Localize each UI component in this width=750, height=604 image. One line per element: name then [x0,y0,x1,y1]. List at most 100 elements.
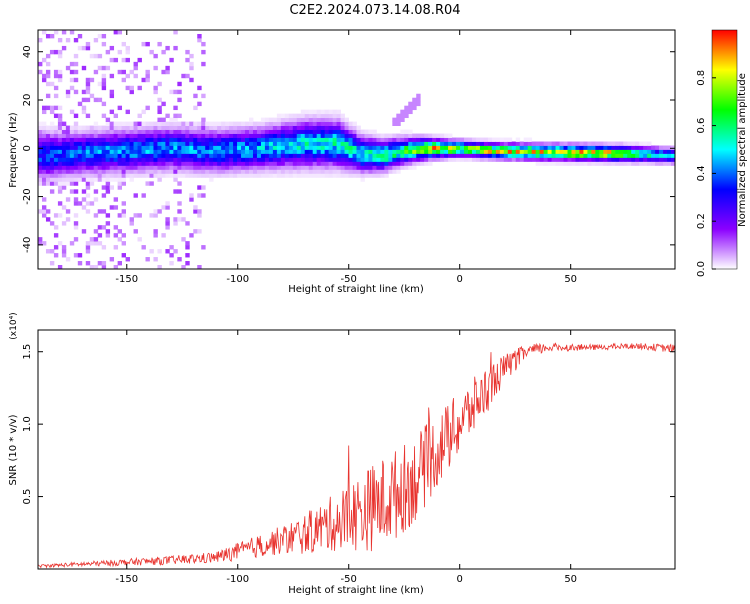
spectrogram-cell [41,213,47,218]
spectrogram-cell [272,169,278,174]
spectrogram-cell [165,137,170,142]
spectrogram-cell [603,157,608,162]
spectrogram-cell [61,161,67,166]
spectrogram-cell [595,153,600,158]
spectrogram-cell [237,149,242,154]
colorbar-tick-label: 0.0 [696,261,707,277]
spectrogram-cell [117,161,123,166]
spectrogram-cell [300,169,306,174]
spectrogram-cell [137,57,142,63]
spectrogram-cell [249,137,254,142]
spectrogram-cell [352,129,357,134]
spectrogram-cell [77,141,83,146]
spectrogram-cell [117,229,123,234]
spectrogram-cell [324,157,330,162]
spectrogram-cell [149,121,154,126]
spectrogram-cell [157,81,162,87]
spectrogram-cell [507,137,513,142]
spectrogram-cell [452,157,457,162]
spectrogram-cell [113,245,119,250]
spectrogram-cell [121,161,126,166]
spectrogram-cell [631,145,636,150]
spectrogram-cell [141,149,146,154]
spectrogram-cell [623,157,628,162]
spectrogram-cell [41,77,47,83]
colorbar-tick-label: 0.6 [696,118,707,134]
spectrogram-cell [543,153,548,158]
spectrogram-cell [288,169,294,174]
spectrogram-cell [153,257,158,262]
spectrogram-cell [467,149,473,154]
spectrogram-cell [647,145,652,150]
spectrogram-cell [153,229,158,234]
spectrogram-cell [300,113,306,119]
spectrogram-cell [117,165,123,170]
spectrogram-cell [380,165,385,170]
spectrogram-cell [145,133,150,138]
spectrogram-cell [157,249,162,254]
spectrogram-cell [511,145,517,150]
spectrogram-y-tick-label: 40 [22,45,33,58]
spectrogram-cell [416,157,421,162]
spectrogram-cell [97,169,103,174]
spectrogram-cell [109,109,115,115]
spectrogram-cell [189,133,194,138]
spectrogram-cell [567,157,572,162]
spectrogram-cell [101,129,107,134]
spectrogram-cell [97,33,103,39]
spectrogram-cell [38,153,43,158]
spectrogram-cell [268,125,274,130]
spectrogram-cell [440,133,445,138]
spectrogram-cell [57,169,63,174]
spectrogram-cell [157,177,162,182]
spectrogram-cell [169,173,174,178]
spectrogram-cell [396,145,401,150]
spectrogram-cell [189,161,194,166]
spectrogram-cell [105,141,111,146]
spectrogram-cell [344,157,349,162]
spectrogram-cell [320,109,326,115]
spectrogram-cell [328,161,334,166]
spectrogram-cell [304,141,310,146]
spectrogram-x-tick-label: -150 [115,274,138,285]
spectrogram-cell [400,113,405,119]
spectrogram-cell [392,121,397,126]
spectrogram-cell [113,30,119,35]
spectrogram-cell [145,41,150,47]
spectrogram-cell [113,197,119,202]
spectrogram-cell [308,145,314,150]
spectrogram-cell [475,141,481,146]
spectrogram-cell [603,145,608,150]
spectrogram-cell [364,161,369,166]
spectrogram-cell [49,169,55,174]
spectrogram-cell [368,161,373,166]
spectrogram-cell [45,141,51,146]
spectrogram-cell [81,89,87,95]
spectrogram-cell [85,141,91,146]
spectrogram-cell [113,149,119,154]
spectrogram-cell [551,149,556,154]
spectrogram-cell [412,101,417,107]
spectrogram-cell [45,181,51,186]
spectrogram-cell [404,137,409,142]
spectrogram-cell [256,129,262,134]
spectrogram-cell [312,153,318,158]
spectrogram-cell [288,145,294,150]
spectrogram-cell [360,137,365,142]
spectrogram-cell [304,137,310,142]
spectrogram-cell [424,153,429,158]
spectrogram-cell [491,157,497,162]
spectrogram-cell [348,161,353,166]
spectrogram-cell [272,125,278,130]
spectrogram-cell [133,125,138,130]
spectrogram-cell [559,153,564,158]
spectrogram-cell [559,141,564,146]
spectrogram-cell [57,105,63,111]
spectrogram-cell [197,185,202,190]
spectrogram-cell [69,161,75,166]
spectrogram-cell [57,177,63,182]
spectrogram-cell [328,145,334,150]
spectrogram-cell [241,173,246,178]
spectrogram-cell [567,161,572,166]
